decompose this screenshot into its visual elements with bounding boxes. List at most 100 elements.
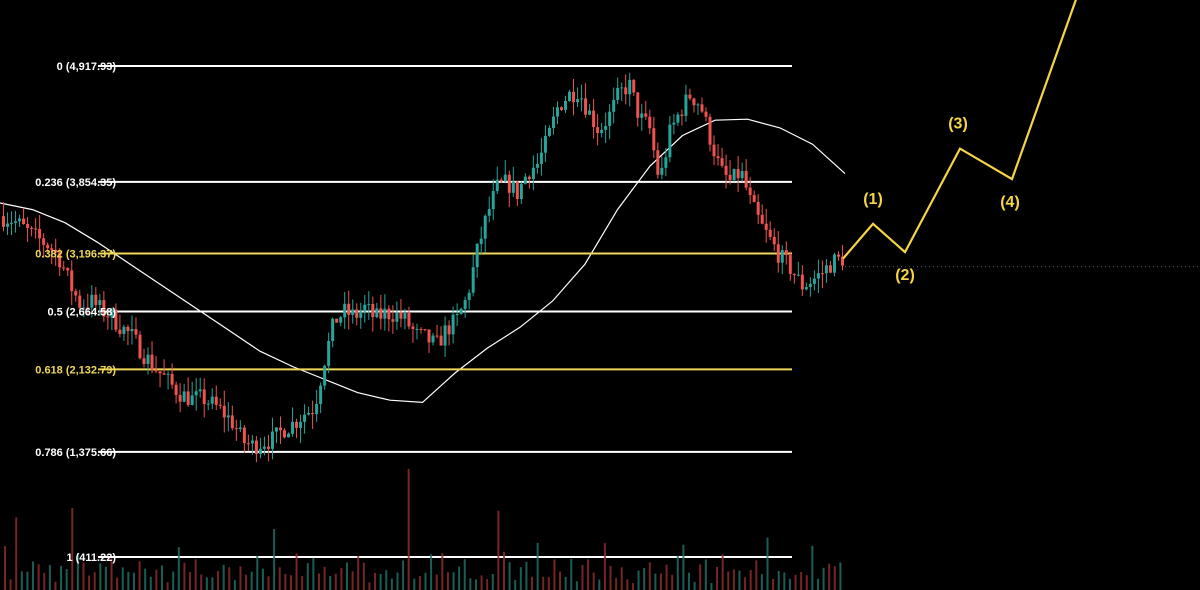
candle-body: [660, 167, 664, 175]
volume-bar: [430, 554, 433, 590]
candle-body: [250, 440, 254, 444]
candle-body: [740, 170, 744, 179]
candle-body: [431, 335, 435, 343]
candle-body: [684, 94, 688, 116]
candle-body: [42, 238, 46, 245]
candle-body: [628, 79, 632, 95]
volume-bar: [805, 575, 808, 590]
volume-bar: [452, 572, 455, 590]
candle-body: [507, 174, 511, 193]
candles: [2, 72, 844, 463]
volume-bar: [659, 573, 662, 590]
volume-bar: [65, 569, 68, 590]
candle-body: [98, 300, 102, 306]
volume-bar: [732, 569, 735, 590]
volume-bar: [772, 578, 775, 590]
candle-body: [816, 273, 820, 279]
fib-level-label: 0.618 (2,132.79): [35, 364, 116, 376]
volume-bar: [749, 570, 752, 590]
fib-level-label: 0.786 (1,375.66): [35, 447, 116, 459]
candle-body: [419, 328, 423, 330]
moving-average-line: [0, 118, 846, 404]
candle-body: [110, 309, 114, 318]
volume-bar: [542, 576, 545, 590]
candle-body: [551, 116, 555, 129]
candle-body: [644, 113, 648, 117]
volume-bar: [620, 567, 623, 590]
volume-bar: [615, 578, 618, 590]
candle-body: [535, 163, 539, 168]
volume-bar: [385, 570, 388, 590]
volume-bar: [822, 567, 825, 590]
candle-body: [704, 111, 708, 117]
volume-bar: [744, 577, 747, 590]
candle-body: [54, 249, 58, 253]
candle-body: [772, 236, 776, 245]
volume-bar: [183, 562, 186, 590]
candle-body: [499, 179, 503, 182]
volume-bar: [777, 570, 780, 590]
candle-body: [6, 223, 10, 227]
volume-bar: [323, 566, 326, 590]
candle-body: [459, 308, 463, 315]
volume-bar: [256, 555, 259, 590]
candle-body: [584, 98, 588, 115]
candle-body: [190, 395, 194, 405]
candle-body: [796, 274, 800, 276]
volume-bar: [104, 566, 107, 590]
candle-body: [154, 369, 158, 372]
candle-body: [278, 427, 282, 431]
volume-bar: [570, 558, 573, 590]
candle-body: [728, 174, 732, 181]
candle-body: [78, 295, 82, 308]
candle-body: [254, 440, 258, 455]
candle-body: [202, 389, 206, 405]
candle-body: [10, 222, 14, 224]
candle-body: [572, 91, 576, 103]
candle-body: [130, 329, 134, 332]
candle-body: [760, 214, 764, 224]
candle-body: [527, 176, 531, 180]
candle-body: [162, 373, 166, 375]
candle-body: [752, 195, 756, 202]
candle-body: [58, 252, 62, 268]
volume-bar: [99, 563, 102, 590]
candle-body: [451, 314, 455, 335]
volume-bar: [581, 564, 584, 590]
volume-bar: [149, 576, 152, 590]
wave-label-3: (3): [948, 116, 968, 133]
volume-bar: [144, 568, 147, 590]
candle-body: [359, 311, 363, 318]
candle-body: [624, 87, 628, 95]
volume-bar: [525, 561, 528, 590]
candle-body: [748, 187, 752, 196]
volume-bar: [368, 582, 371, 590]
candle-body: [74, 291, 78, 296]
candle-body: [804, 287, 808, 290]
volume-bar: [93, 572, 96, 590]
fib-level-label: 0.5 (2,664.58): [48, 306, 117, 318]
volume-bar: [839, 562, 842, 590]
volume-bar: [26, 571, 29, 590]
candle-body: [246, 443, 250, 445]
candle-body: [475, 243, 479, 268]
volume-bar: [592, 572, 595, 590]
candle-body: [724, 165, 728, 175]
candle-body: [46, 244, 50, 249]
candle-body: [483, 215, 487, 239]
volume-bar: [710, 582, 713, 590]
candle-body: [515, 181, 519, 200]
volume-bar: [547, 577, 550, 590]
candle-body: [495, 179, 499, 192]
candle-body: [692, 98, 696, 106]
candle-body: [792, 273, 796, 276]
candle-body: [126, 326, 130, 332]
candle-body: [467, 292, 471, 301]
volume-bar: [553, 559, 556, 590]
fib-level-label: 0.382 (3,196.37): [35, 249, 116, 261]
volume-bar: [788, 578, 791, 590]
candle-body: [94, 294, 98, 306]
candle-body: [828, 265, 832, 273]
volume-bar: [598, 579, 601, 590]
candle-body: [134, 329, 138, 335]
